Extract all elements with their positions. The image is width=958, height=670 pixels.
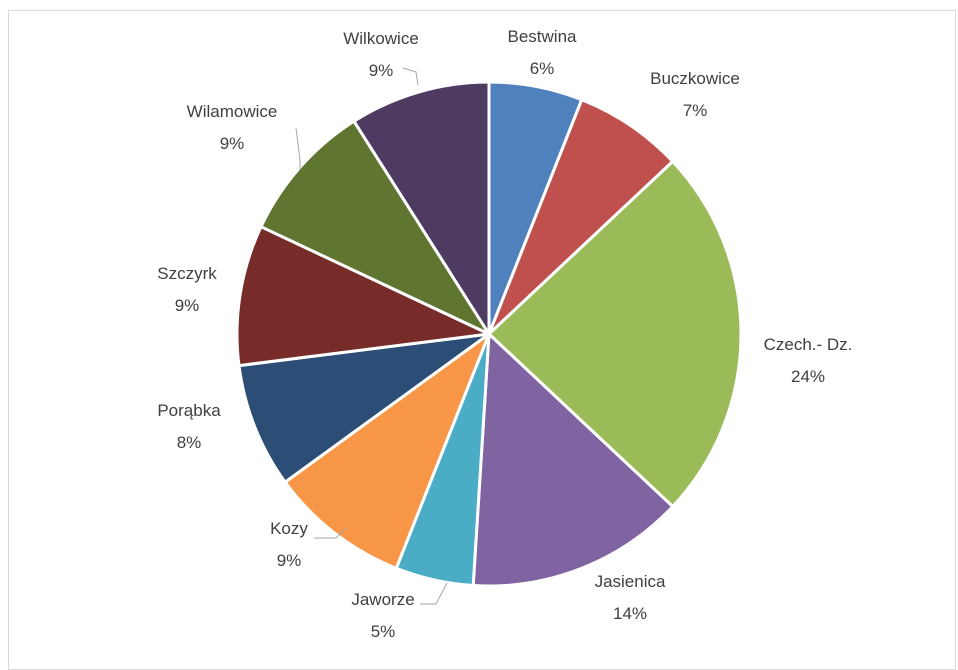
pie-slices (237, 82, 741, 586)
slice-percent-label: 7% (683, 101, 708, 120)
slice-category-label: Wilamowice (187, 102, 278, 121)
slice-percent-label: 24% (791, 367, 825, 386)
leader-line (420, 583, 447, 604)
slice-percent-label: 14% (613, 604, 647, 623)
slice-category-label: Jasienica (595, 572, 666, 591)
slice-percent-label: 6% (530, 59, 555, 78)
slice-category-label: Czech.- Dz. (764, 335, 853, 354)
slice-category-label: Bestwina (508, 27, 578, 46)
pie-chart: Bestwina 6% Buczkowice 7% Czech.- Dz. 24% Jasi… (0, 0, 958, 648)
slice-category-label: Kozy (270, 519, 308, 538)
slice-percent-label: 9% (220, 134, 245, 153)
slice-category-label: Wilkowice (343, 29, 419, 48)
slice-percent-label: 8% (177, 433, 202, 452)
slice-category-label: Porąbka (157, 401, 221, 420)
slice-percent-label: 5% (371, 622, 396, 641)
leader-line (403, 68, 418, 85)
slice-category-label: Buczkowice (650, 69, 740, 88)
slice-category-label: Jaworze (351, 590, 414, 609)
slice-percent-label: 9% (175, 296, 200, 315)
slice-percent-label: 9% (369, 61, 394, 80)
leader-line (296, 128, 300, 170)
slice-category-label: Szczyrk (157, 264, 217, 283)
slice-percent-label: 9% (277, 551, 302, 570)
